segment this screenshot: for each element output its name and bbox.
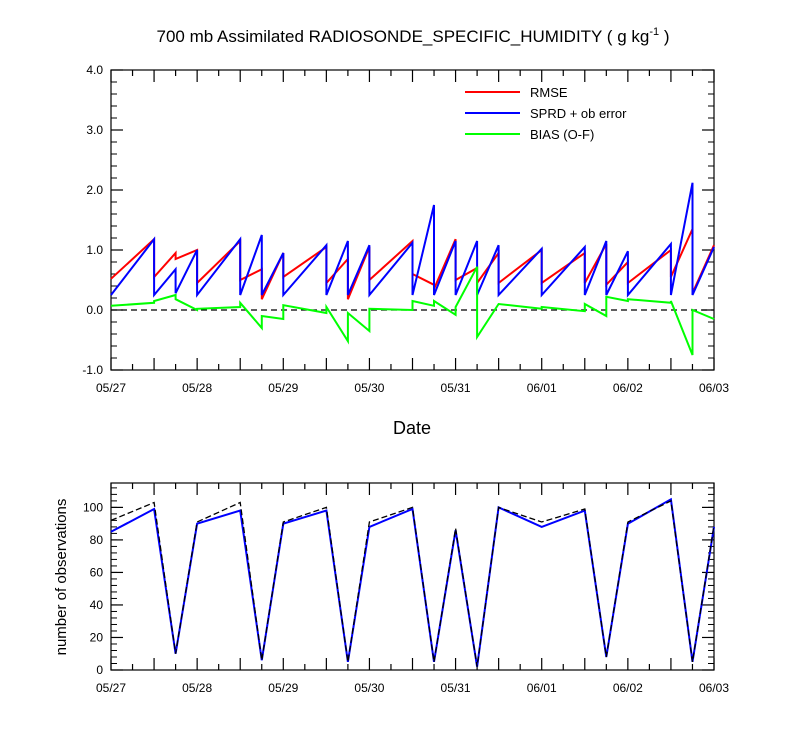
top-y-tick-label: -1.0: [82, 363, 103, 377]
bottom-y-tick-label: 0: [96, 663, 103, 677]
bottom-x-tick-label: 05/28: [182, 681, 212, 695]
bottom-x-tick-label: 05/31: [441, 681, 471, 695]
top-x-tick-label: 05/28: [182, 381, 212, 395]
bottom-y-tick-label: 80: [90, 533, 104, 547]
top-y-tick-label: 1.0: [86, 243, 103, 257]
bottom-y-tick-label: 20: [90, 630, 104, 644]
top-x-tick-label: 05/29: [268, 381, 298, 395]
bottom-x-tick-label: 06/01: [527, 681, 557, 695]
bottom-y-tick-label: 60: [90, 565, 104, 579]
bottom-y-tick-label: 100: [83, 500, 103, 514]
legend-label-bias-o-f: BIAS (O-F): [530, 127, 594, 142]
bottom-x-tick-label: 05/29: [268, 681, 298, 695]
top-y-tick-label: 3.0: [86, 123, 103, 137]
top-x-tick-label: 05/30: [354, 381, 384, 395]
bottom-y-axis-label: number of observations: [53, 499, 70, 656]
bottom-series-assimilated-line: [110, 497, 715, 667]
bottom-series-possible-line: [110, 499, 715, 667]
top-x-axis-label: Date: [393, 418, 431, 438]
chart-title-main: 700 mb Assimilated RADIOSONDE_SPECIFIC_H…: [157, 27, 650, 46]
bottom-y-tick-label: 40: [90, 598, 104, 612]
chart-title-superscript: -1: [649, 26, 659, 38]
top-x-tick-label: 06/02: [613, 381, 643, 395]
bottom-x-tick-label: 06/02: [613, 681, 643, 695]
bottom-x-tick-label: 05/30: [354, 681, 384, 695]
top-x-tick-label: 05/27: [96, 381, 126, 395]
top-series-bias-o-f-line: [110, 266, 715, 356]
bottom-x-tick-label: 06/03: [699, 681, 729, 695]
top-x-tick-label: 06/03: [699, 381, 729, 395]
top-series-sprd-ob-error-line: [110, 182, 715, 298]
top-x-tick-label: 06/01: [527, 381, 557, 395]
chart-title: 700 mb Assimilated RADIOSONDE_SPECIFIC_H…: [157, 26, 670, 46]
top-x-tick-label: 05/31: [441, 381, 471, 395]
top-y-tick-label: 2.0: [86, 183, 103, 197]
top-y-tick-label: 0.0: [86, 303, 103, 317]
bottom-x-tick-label: 05/27: [96, 681, 126, 695]
legend-label-rmse: RMSE: [530, 85, 568, 100]
legend-label-sprd-ob-error: SPRD + ob error: [530, 106, 627, 121]
chart-title-end: ): [659, 27, 669, 46]
top-y-tick-label: 4.0: [86, 63, 103, 77]
